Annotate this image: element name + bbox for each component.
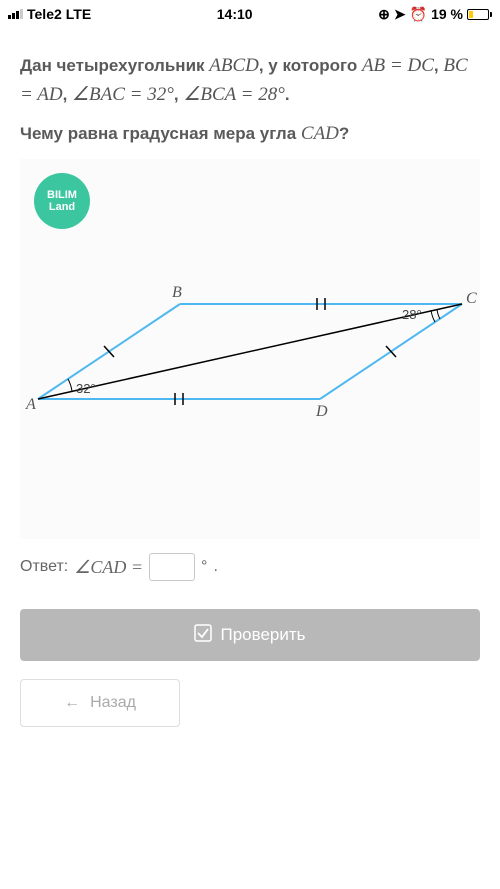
text: Дан четырехугольник xyxy=(20,56,209,75)
arc-bca-1 xyxy=(437,309,440,319)
status-bar: Tele2 LTE 14:10 ⊕ ➤ ⏰ 19 % xyxy=(0,0,500,28)
tick-ab xyxy=(104,346,114,357)
text: , xyxy=(174,85,183,104)
math-eq3: ∠BAC = 32° xyxy=(72,84,174,105)
figure-container: BILIM Land A B C xyxy=(20,159,480,539)
status-right: ⊕ ➤ ⏰ 19 % xyxy=(378,6,492,23)
clock: 14:10 xyxy=(217,6,253,22)
question: Чему равна градусная мера угла CAD? xyxy=(20,123,480,145)
bilim-badge: BILIM Land xyxy=(34,173,90,229)
answer-angle: ∠CAD = xyxy=(74,557,143,578)
answer-label: Ответ: xyxy=(20,558,68,576)
answer-input[interactable] xyxy=(149,553,195,581)
problem-statement: Дан четырехугольник ABCD, у которого AB … xyxy=(20,52,480,109)
arrow-left-icon: ← xyxy=(64,694,80,712)
text: ? xyxy=(339,124,349,143)
badge-line1: BILIM xyxy=(47,189,77,201)
status-left: Tele2 LTE xyxy=(8,6,91,22)
parallelogram-diagram: A B C D 32° 28° xyxy=(20,249,480,459)
badge-line2: Land xyxy=(49,201,75,213)
text: , xyxy=(63,85,72,104)
check-icon xyxy=(194,624,212,647)
content-area: Дан четырехугольник ABCD, у которого AB … xyxy=(0,28,500,727)
arc-bac xyxy=(68,379,72,391)
label-b: B xyxy=(172,284,182,301)
text: , xyxy=(434,56,443,75)
carrier-label: Tele2 xyxy=(27,6,62,22)
label-a: A xyxy=(25,396,36,413)
text: . xyxy=(285,85,290,104)
math-cad: CAD xyxy=(301,123,339,144)
diagonal-ac xyxy=(38,304,462,399)
signal-icon xyxy=(8,9,23,19)
degree-sign: ° xyxy=(201,558,207,576)
battery-pct: 19 % xyxy=(431,6,463,22)
check-button[interactable]: Проверить xyxy=(20,609,480,661)
angle-bac-value: 32° xyxy=(76,381,96,396)
location-icon: ➤ xyxy=(394,6,406,23)
back-label: Назад xyxy=(90,694,136,712)
alarm-icon: ⏰ xyxy=(410,6,427,23)
check-label: Проверить xyxy=(220,625,305,645)
orientation-lock-icon: ⊕ xyxy=(378,6,390,23)
math-eq1: AB = DC xyxy=(362,55,434,76)
angle-bca-value: 28° xyxy=(402,307,422,322)
answer-row: Ответ: ∠CAD = ° . xyxy=(20,553,480,581)
back-button[interactable]: ← Назад xyxy=(20,679,180,727)
label-d: D xyxy=(315,403,328,420)
math-eq4: ∠BCA = 28° xyxy=(183,84,285,105)
arc-bca-2 xyxy=(431,310,435,322)
math-abcd: ABCD xyxy=(209,55,259,76)
tick-cd xyxy=(386,346,396,357)
label-c: C xyxy=(466,290,477,307)
text: Чему равна градусная мера угла xyxy=(20,124,301,143)
answer-period: . xyxy=(213,558,217,576)
text: , у которого xyxy=(259,56,362,75)
network-label: LTE xyxy=(66,6,91,22)
battery-icon xyxy=(467,9,492,20)
